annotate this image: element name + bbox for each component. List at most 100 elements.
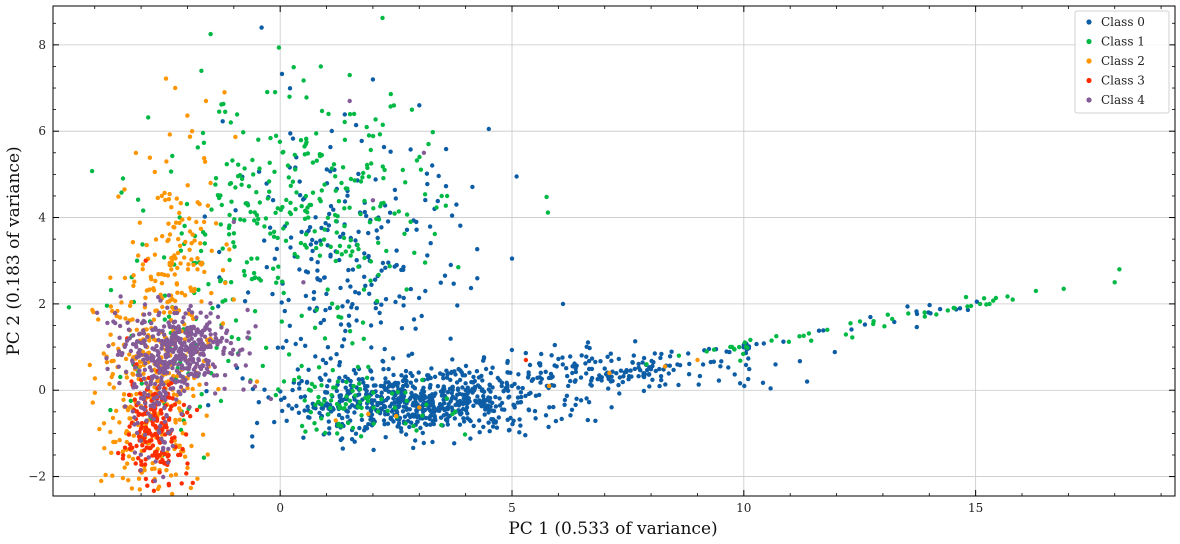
data-point [150, 334, 156, 339]
data-point [287, 94, 292, 99]
data-point [128, 442, 133, 447]
data-point [365, 399, 371, 404]
data-point [636, 365, 641, 370]
data-point [308, 242, 313, 247]
data-point [143, 425, 149, 430]
data-point [423, 288, 428, 294]
data-point [167, 342, 173, 347]
data-point [152, 252, 158, 257]
data-point [169, 267, 174, 272]
data-point [303, 232, 309, 237]
data-point [130, 445, 135, 450]
data-point [224, 242, 229, 247]
data-point [537, 375, 542, 380]
data-point [283, 238, 289, 243]
data-point [606, 386, 611, 391]
data-point [523, 433, 528, 438]
data-point [328, 398, 334, 403]
data-point [593, 418, 598, 423]
data-point [178, 391, 183, 397]
data-point [536, 361, 542, 366]
data-point [423, 395, 428, 400]
data-point [127, 352, 132, 357]
data-point [296, 381, 302, 386]
data-point [270, 198, 276, 203]
data-point [220, 321, 226, 326]
data-point [264, 265, 269, 270]
data-point [180, 319, 185, 325]
data-point [287, 323, 292, 328]
data-point [297, 386, 302, 391]
data-point [146, 392, 151, 398]
data-point [126, 327, 132, 332]
data-point [368, 417, 373, 422]
data-point [330, 368, 335, 373]
data-point [533, 416, 538, 421]
data-point [133, 461, 138, 466]
data-point [436, 173, 441, 179]
data-point [233, 185, 238, 190]
data-point [145, 334, 150, 339]
data-point [843, 332, 849, 337]
data-point [345, 414, 350, 419]
data-point [797, 359, 803, 364]
data-point [354, 318, 359, 323]
data-point [276, 45, 282, 50]
data-point [337, 375, 342, 381]
data-point [663, 382, 668, 387]
data-point [523, 393, 528, 399]
data-point [327, 378, 332, 383]
data-point [293, 207, 298, 212]
data-point [124, 439, 129, 445]
data-point [138, 438, 144, 443]
data-point [214, 340, 220, 345]
data-point [218, 339, 223, 344]
data-point [213, 391, 218, 396]
data-point [402, 414, 408, 419]
data-point [448, 377, 453, 383]
data-point [409, 413, 414, 418]
data-point [209, 290, 214, 296]
data-point [263, 345, 269, 350]
data-point [204, 389, 209, 394]
data-point [467, 417, 472, 423]
data-point [334, 352, 339, 357]
data-point [333, 418, 338, 423]
data-point [366, 411, 371, 417]
data-point [573, 369, 579, 375]
data-point [308, 410, 313, 415]
data-point [137, 220, 142, 225]
data-point [331, 385, 336, 390]
data-point [201, 140, 207, 145]
data-point [394, 410, 400, 415]
data-point [423, 197, 428, 203]
data-point [584, 371, 589, 376]
data-point [462, 398, 468, 403]
data-point [328, 356, 333, 361]
data-point [227, 247, 232, 252]
data-point [271, 266, 276, 271]
data-point [403, 390, 408, 395]
data-point [420, 413, 425, 418]
data-point [233, 208, 238, 213]
data-point [171, 324, 176, 329]
data-point [380, 260, 386, 266]
data-point [176, 452, 181, 458]
data-point [181, 315, 186, 320]
data-point [232, 244, 237, 249]
data-point [106, 343, 111, 349]
data-point [171, 348, 176, 353]
data-point [1117, 267, 1122, 272]
data-point [202, 156, 207, 161]
data-point [438, 280, 443, 285]
data-point [161, 324, 167, 329]
data-point [393, 299, 398, 305]
data-point [565, 373, 570, 379]
data-point [545, 210, 551, 215]
data-point [167, 232, 173, 237]
data-point [445, 418, 450, 424]
data-point [140, 242, 145, 247]
data-point [212, 364, 217, 370]
data-point [303, 343, 308, 348]
data-point [200, 432, 206, 437]
